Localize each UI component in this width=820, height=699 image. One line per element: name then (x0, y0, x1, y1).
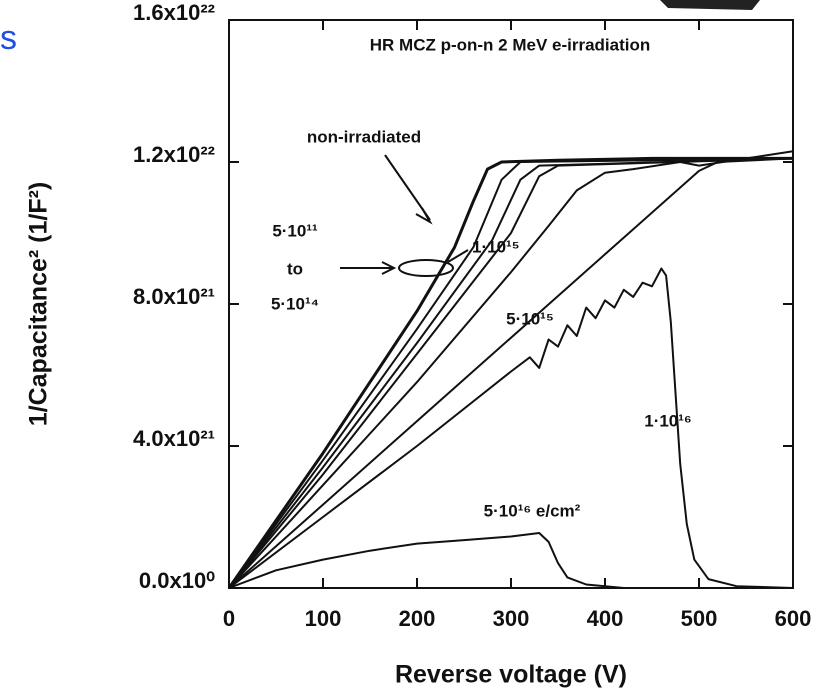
series-line (228, 532, 793, 589)
image-fragment (660, 0, 760, 10)
annotation: 5·10¹⁴ (271, 294, 319, 313)
arrow-head (381, 261, 397, 275)
x-tick-label: 400 (587, 606, 624, 631)
annotation: 5·10¹¹ (272, 221, 318, 240)
header-annotation: HR MCZ p-on-n 2 MeV e-irradiation (370, 35, 651, 54)
arrows (340, 154, 469, 277)
x-tick-label: 300 (493, 606, 530, 631)
series-line (228, 157, 794, 589)
x-tick-label: 500 (681, 606, 718, 631)
y-tick-label: 8.0x10²¹ (133, 284, 215, 309)
ellipse (398, 259, 454, 277)
series-line (227, 156, 793, 589)
annotation: non-irradiated (307, 127, 421, 146)
annotation: 1·10¹⁶ (644, 411, 692, 430)
series-line (228, 157, 794, 589)
leader (447, 249, 469, 263)
arrow-head (415, 207, 433, 225)
series-line (228, 157, 794, 589)
y-axis-title: 1/Capacitance² (1/F²) (25, 182, 53, 427)
y-tick-label: 4.0x10²¹ (133, 426, 215, 451)
annotation: 5·10¹⁶ e/cm² (484, 501, 581, 520)
y-tick-label: 1.6x10²² (133, 0, 215, 25)
series-line (228, 267, 794, 589)
x-tick-label: 600 (775, 606, 812, 631)
annotation: to (287, 259, 303, 278)
annotation: 5·10¹⁵ (506, 309, 554, 328)
series-line (228, 157, 794, 589)
y-tick-label: 0.0x10⁰ (139, 568, 215, 593)
x-tick-label: 100 (305, 606, 342, 631)
series-line (228, 150, 794, 589)
x-tick-label: 0 (223, 606, 235, 631)
slide-fragment: s (0, 19, 17, 57)
x-axis-title: Reverse voltage (V) (395, 661, 627, 689)
x-tick-label: 200 (399, 606, 436, 631)
y-tick-label: 1.2x10²² (133, 142, 215, 167)
